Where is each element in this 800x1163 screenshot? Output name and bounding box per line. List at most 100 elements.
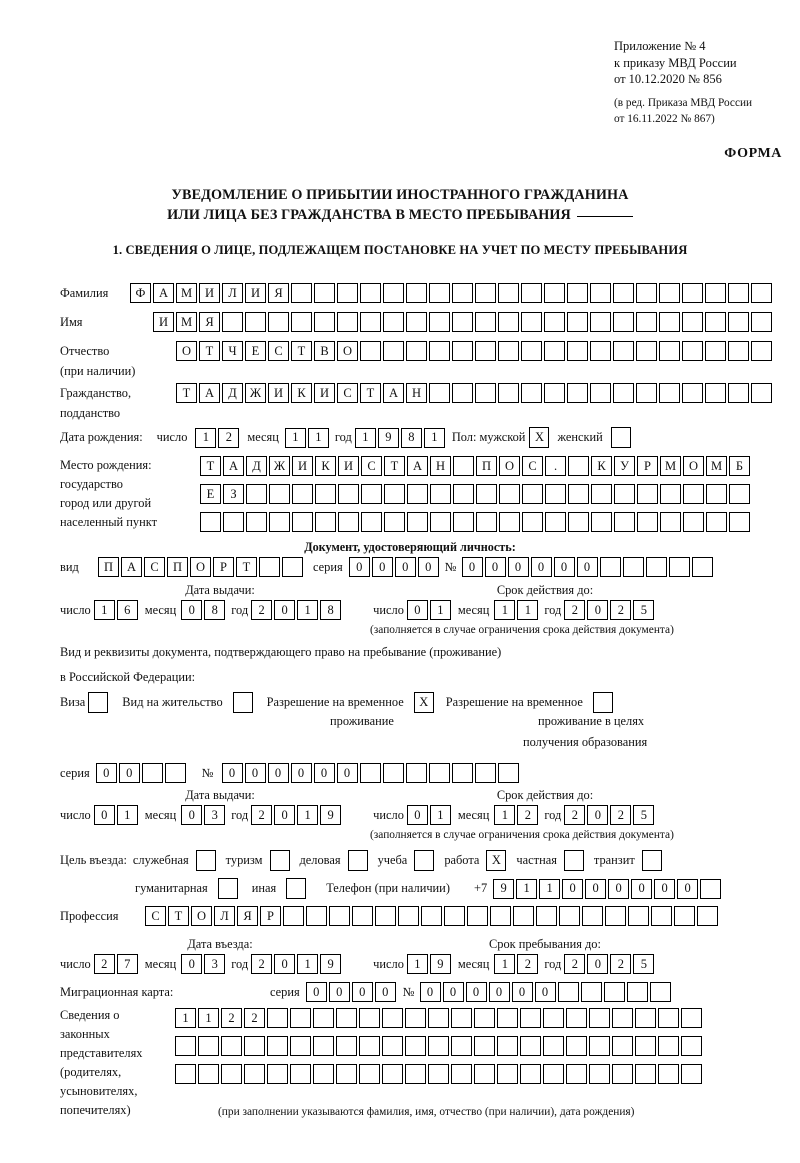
char-cell[interactable]: 9 [320,805,342,825]
char-cell[interactable]: И [314,383,335,403]
char-cell[interactable] [244,1064,265,1084]
char-cell[interactable] [603,982,625,1002]
char-cell[interactable] [513,906,534,926]
purpose-option-checkbox[interactable] [195,850,216,871]
char-cell[interactable]: 9 [429,954,451,974]
char-cell[interactable] [337,283,358,303]
char-cell[interactable]: 0 [587,600,609,620]
char-cell[interactable]: Д [222,383,243,403]
char-cell[interactable]: 1 [116,805,138,825]
char-cell[interactable]: 1 [198,1008,219,1028]
char-cell[interactable]: 5 [633,954,655,974]
char-cell[interactable] [452,383,473,403]
char-cell[interactable] [566,1036,587,1056]
char-cell[interactable] [544,312,565,332]
char-cell[interactable] [337,312,358,332]
char-cell[interactable]: 1 [423,427,445,448]
char-cell[interactable] [612,1036,633,1056]
char-cell[interactable] [751,312,772,332]
char-cell[interactable]: 1 [195,427,217,448]
char-cell[interactable] [430,484,451,504]
char-cell[interactable]: О [337,341,358,361]
char-cell[interactable] [405,1008,426,1028]
char-cell[interactable] [405,1036,426,1056]
char-cell[interactable] [467,906,488,926]
char-cell[interactable] [429,312,450,332]
char-cell[interactable] [407,484,428,504]
char-cell[interactable]: 0 [654,878,676,899]
char-cell[interactable] [475,312,496,332]
char-cell[interactable] [543,1036,564,1056]
char-cell[interactable]: 0 [371,557,393,577]
char-cell[interactable]: М [660,456,681,476]
char-cell[interactable] [567,341,588,361]
char-cell[interactable] [453,456,474,476]
char-cell[interactable] [567,283,588,303]
char-cell[interactable] [568,456,589,476]
char-cell[interactable] [246,484,267,504]
char-cell[interactable]: 0 [677,878,699,899]
char-cell[interactable]: Ч [222,341,243,361]
char-cell[interactable] [221,1036,242,1056]
char-cell[interactable]: С [268,341,289,361]
char-cell[interactable]: 7 [116,954,138,974]
char-cell[interactable] [406,312,427,332]
char-cell[interactable] [705,312,726,332]
char-cell[interactable] [557,982,579,1002]
char-cell[interactable]: 0 [274,954,296,974]
char-cell[interactable]: 0 [394,557,416,577]
char-cell[interactable] [543,1008,564,1028]
char-cell[interactable]: Н [406,383,427,403]
char-cell[interactable] [283,906,304,926]
char-cell[interactable] [290,1064,311,1084]
char-cell[interactable]: 1 [406,954,428,974]
char-cell[interactable]: Ф [130,283,151,303]
char-cell[interactable]: 0 [530,557,552,577]
char-cell[interactable] [635,1064,656,1084]
char-cell[interactable]: 0 [95,763,117,783]
char-cell[interactable]: 1 [539,878,561,899]
char-cell[interactable]: Т [199,341,220,361]
char-cell[interactable]: 2 [251,954,273,974]
visa-checkbox[interactable] [88,692,109,713]
char-cell[interactable] [384,512,405,532]
char-cell[interactable] [361,512,382,532]
char-cell[interactable] [682,341,703,361]
char-cell[interactable] [375,906,396,926]
char-cell[interactable] [428,1064,449,1084]
char-cell[interactable] [729,484,750,504]
char-cell[interactable] [612,1008,633,1028]
char-cell[interactable] [613,341,634,361]
char-cell[interactable]: 1 [429,600,451,620]
char-cell[interactable]: 0 [374,982,396,1002]
char-cell[interactable] [421,906,442,926]
char-cell[interactable] [360,341,381,361]
char-cell[interactable]: С [145,906,166,926]
char-cell[interactable] [706,512,727,532]
char-cell[interactable]: 0 [406,600,428,620]
sex-female-checkbox[interactable] [610,427,631,448]
char-cell[interactable] [728,383,749,403]
char-cell[interactable]: 0 [585,878,607,899]
char-cell[interactable] [338,512,359,532]
char-cell[interactable] [200,512,221,532]
char-cell[interactable] [682,312,703,332]
char-cell[interactable]: К [291,383,312,403]
char-cell[interactable]: У [614,456,635,476]
char-cell[interactable]: 0 [488,982,510,1002]
char-cell[interactable] [613,283,634,303]
char-cell[interactable] [336,1008,357,1028]
purpose-other-checkbox[interactable] [286,878,307,899]
